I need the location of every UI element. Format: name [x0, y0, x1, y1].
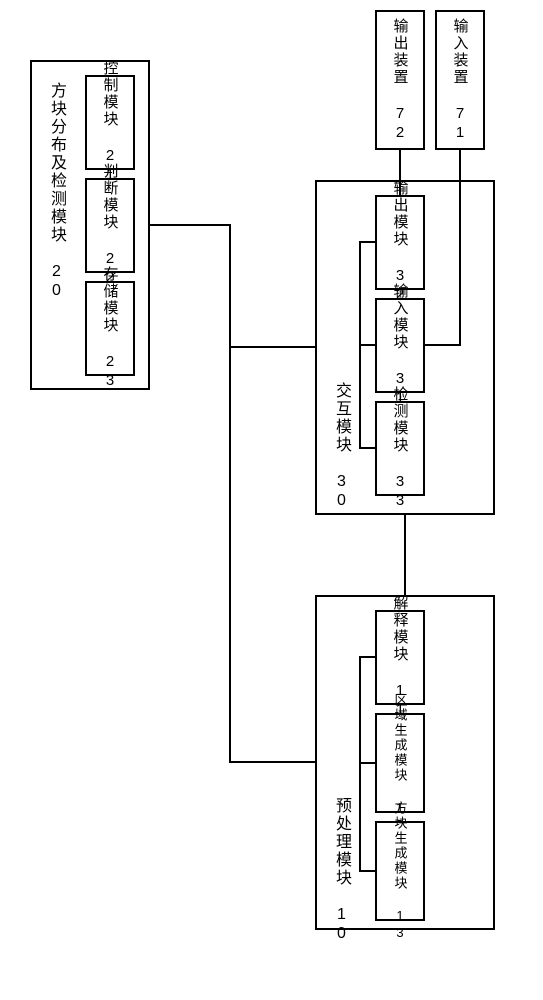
- sub-box-13: 方块生成模块 13: [375, 821, 425, 921]
- sub-box-33: 检测模块 33: [375, 401, 425, 496]
- sub-label-33: 检测模块 33: [390, 386, 411, 511]
- sub-box-12: 区域生成模块 12: [375, 713, 425, 813]
- module-title-10: 预处理模块 10: [329, 797, 353, 944]
- device-label-71: 输入装置 71: [450, 18, 471, 143]
- device-label-72: 输出装置 72: [390, 18, 411, 143]
- device-box-71: 输入装置 71: [435, 10, 485, 150]
- device-box-72: 输出装置 72: [375, 10, 425, 150]
- sub-box-23: 存储模块 23: [85, 281, 135, 376]
- sub-box-22: 判断模块 22: [85, 178, 135, 273]
- sub-box-11: 解释模块 11: [375, 610, 425, 705]
- sub-label-23: 存储模块 23: [100, 266, 121, 391]
- module-title-20: 方块分布及检测模块 20: [44, 82, 68, 301]
- module-title-30: 交互模块 30: [329, 382, 353, 511]
- sub-box-21: 控制模块 21: [85, 75, 135, 170]
- sub-box-32: 输出模块 32: [375, 195, 425, 290]
- sub-label-13: 方块生成模块 13: [391, 801, 410, 942]
- sub-box-31: 输入模块 31: [375, 298, 425, 393]
